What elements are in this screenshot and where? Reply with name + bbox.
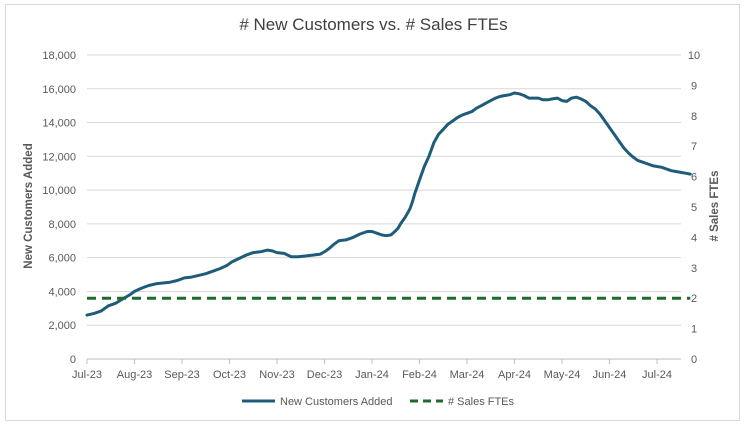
x-tick-label: Apr-24 [498, 369, 531, 381]
y-right-tick-label: 7 [691, 141, 697, 153]
y-right-tick-label: 4 [691, 232, 697, 244]
y-right-tick-label: 0 [691, 354, 697, 366]
y-left-tick-label: 14,000 [42, 118, 76, 130]
x-tick-label: Oct-23 [213, 369, 246, 381]
series-layer [85, 91, 692, 317]
y-left-tick-label: 6,000 [48, 253, 76, 265]
y-right-tick-label: 2 [691, 293, 697, 305]
x-tick-label: Jul-24 [642, 369, 672, 381]
y-left-tick-label: 0 [70, 354, 76, 366]
y-left-tick-label: 18,000 [42, 50, 76, 62]
y-axis-title-left: New Customers Added [23, 143, 35, 268]
x-tick-label: Dec-23 [307, 369, 342, 381]
right-axis-ticks: 0 1 2 3 4 5 6 7 8 9 10 [688, 50, 700, 366]
legend-label-ftes: # Sales FTEs [448, 396, 515, 408]
x-tick-label: Aug-23 [117, 369, 152, 381]
legend-label-customers: New Customers Added [280, 396, 393, 408]
y-right-tick-label: 1 [691, 324, 697, 336]
y-right-tick-label: 5 [691, 202, 697, 214]
y-left-tick-label: 8,000 [48, 219, 76, 231]
y-left-tick-label: 12,000 [42, 151, 76, 163]
x-tick-label: Sep-23 [164, 369, 199, 381]
y-right-tick-label: 9 [691, 80, 697, 92]
y-axis-title-right: # Sales FTEs [709, 171, 721, 242]
y-right-tick-label: 8 [691, 111, 697, 123]
y-right-tick-label: 10 [688, 50, 700, 62]
x-tick-label: Jun-24 [593, 369, 627, 381]
x-tick-label: May-24 [544, 369, 581, 381]
left-axis-ticks: 0 2,000 4,000 6,000 8,000 10,000 12,000 14,000 1… [42, 50, 76, 366]
x-tick-label: Feb-24 [402, 369, 437, 381]
gridlines [87, 54, 681, 326]
x-tick-label: Jan-24 [355, 369, 389, 381]
x-axis-ticks: Jul-23 Aug-23 Sep-23 Oct-23 Nov-23 Dec-23 Jan-… [72, 359, 672, 381]
x-tick-label: Nov-23 [259, 369, 294, 381]
y-left-tick-label: 10,000 [42, 185, 76, 197]
x-tick-label: Mar-24 [450, 369, 485, 381]
y-left-tick-label: 2,000 [48, 320, 76, 332]
y-left-tick-label: 4,000 [48, 286, 76, 298]
chart-title: # New Customers vs. # Sales FTEs [239, 15, 508, 34]
legend: New Customers Added # Sales FTEs [242, 396, 515, 408]
y-right-tick-label: 6 [691, 172, 697, 184]
series-line-new-customers [85, 91, 692, 317]
y-right-tick-label: 3 [691, 263, 697, 275]
chart-frame [5, 4, 740, 421]
x-tick-label: Jul-23 [72, 369, 102, 381]
y-left-tick-label: 16,000 [42, 84, 76, 96]
